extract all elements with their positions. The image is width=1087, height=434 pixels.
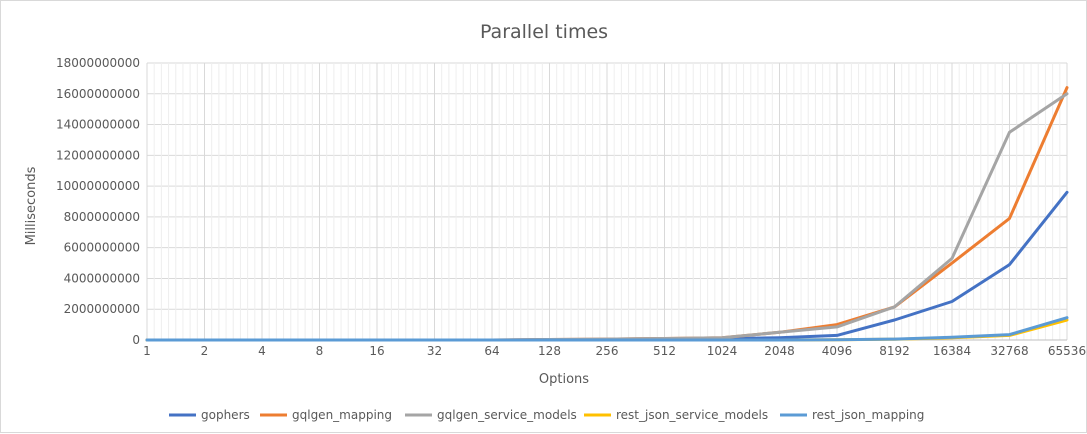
- x-tick-label: 64: [484, 344, 499, 358]
- x-tick-label: 16: [369, 344, 384, 358]
- x-tick-label: 512: [653, 344, 676, 358]
- y-tick-label: 8000000000: [64, 210, 140, 224]
- x-axis-title: Options: [539, 372, 589, 387]
- x-tick-label: 2048: [764, 344, 795, 358]
- y-tick-label: 0: [132, 333, 140, 347]
- x-tick-label: 4: [258, 344, 266, 358]
- grid: [146, 62, 1068, 340]
- x-tick-label: 32: [427, 344, 442, 358]
- legend-label: rest_json_mapping: [812, 408, 924, 422]
- chart-title: Parallel times: [480, 21, 608, 43]
- y-tick-label: 4000000000: [64, 271, 140, 285]
- x-tick-label: 65536: [1048, 344, 1086, 358]
- y-tick-label: 10000000000: [56, 179, 140, 193]
- legend-label: gqlgen_mapping: [292, 408, 392, 422]
- y-tick-label: 18000000000: [56, 56, 140, 70]
- series-lines: [145, 86, 1069, 342]
- y-tick-label: 12000000000: [56, 148, 140, 162]
- x-tick-label: 8192: [879, 344, 910, 358]
- y-tick-label: 14000000000: [56, 118, 140, 132]
- y-axis-title: Milliseconds: [24, 166, 39, 245]
- legend-label: rest_json_service_models: [616, 408, 768, 422]
- x-tick-label: 2: [201, 344, 209, 358]
- x-tick-label: 32768: [990, 344, 1028, 358]
- axes: 0 2000000000 4000000000 6000000000 800000000…: [56, 56, 1086, 358]
- x-tick-label: 16384: [933, 344, 971, 358]
- x-tick-label: 1: [143, 344, 151, 358]
- legend: gophers gqlgen_mapping gqlgen_service_mode…: [169, 408, 924, 422]
- legend-label: gophers: [201, 408, 250, 422]
- legend-label: gqlgen_service_models: [437, 408, 577, 422]
- x-tick-label: 256: [596, 344, 619, 358]
- y-tick-label: 6000000000: [64, 241, 140, 255]
- y-tick-label: 2000000000: [64, 302, 140, 316]
- x-tick-label: 1024: [707, 344, 738, 358]
- x-tick-label: 4096: [822, 344, 853, 358]
- series-line-rest_json_mapping: [145, 316, 1069, 342]
- y-tick-label: 16000000000: [56, 87, 140, 101]
- x-tick-label: 128: [538, 344, 561, 358]
- x-tick-label: 8: [316, 344, 324, 358]
